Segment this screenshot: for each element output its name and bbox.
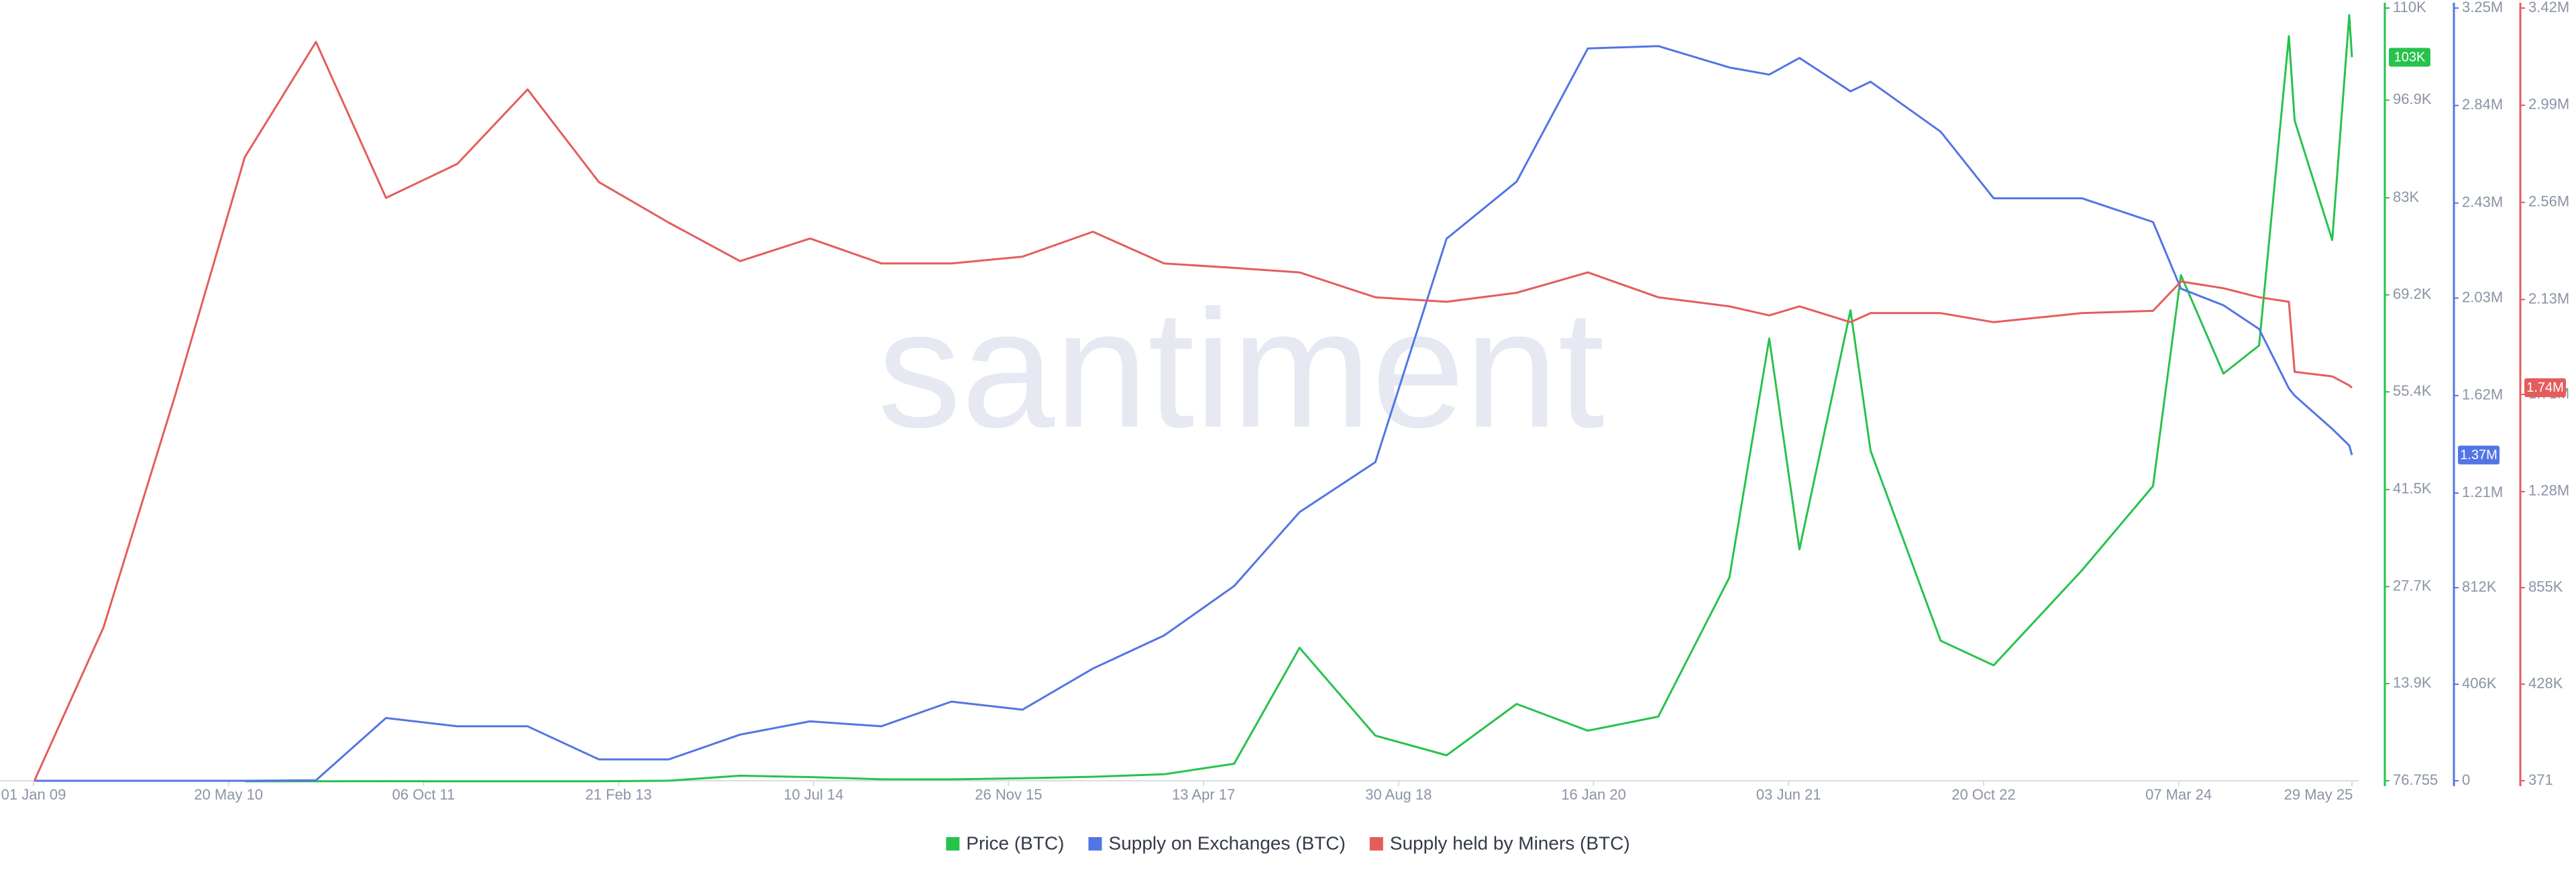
y-tick-label: 2.56M bbox=[2528, 193, 2569, 210]
y-tick-label: 2.13M bbox=[2528, 290, 2569, 307]
x-tick-label: 21 Feb 13 bbox=[586, 786, 652, 803]
x-tick-label: 16 Jan 20 bbox=[1561, 786, 1626, 803]
value-badge-label: 1.37M bbox=[2460, 448, 2498, 463]
series-line bbox=[34, 45, 2353, 782]
watermark: santiment bbox=[877, 275, 1605, 462]
legend-label: Supply on Exchanges (BTC) bbox=[1109, 832, 1346, 853]
value-badge-label: 103K bbox=[2394, 50, 2426, 65]
y-tick-label: 3.25M bbox=[2462, 0, 2503, 15]
legend: Price (BTC) Supply on Exchanges (BTC) Supp… bbox=[946, 832, 1630, 853]
x-tick-label: 10 Jul 14 bbox=[784, 786, 843, 803]
y-tick-label: 428K bbox=[2528, 675, 2563, 692]
y-tick-label: 855K bbox=[2528, 578, 2563, 595]
legend-label: Price (BTC) bbox=[966, 832, 1064, 853]
y-tick-label: 2.99M bbox=[2528, 96, 2569, 113]
y-tick-label: 76.755 bbox=[2393, 771, 2438, 788]
value-badge bbox=[2389, 48, 2430, 67]
value-badge bbox=[2458, 445, 2500, 465]
legend-swatch bbox=[1088, 837, 1102, 851]
x-tick-label: 29 May 25 bbox=[2284, 786, 2353, 803]
x-tick-label: 07 Mar 24 bbox=[2145, 786, 2212, 803]
y-tick-label: 406K bbox=[2462, 675, 2497, 692]
y-tick-label: 1.21M bbox=[2462, 484, 2503, 500]
value-badge-label: 1.74M bbox=[2526, 380, 2564, 395]
y-tick-label: 110K bbox=[2393, 0, 2426, 15]
x-tick-label: 03 Jun 21 bbox=[1756, 786, 1821, 803]
y-tick-label: 83K bbox=[2393, 188, 2419, 205]
y-tick-label: 55.4K bbox=[2393, 382, 2432, 399]
x-tick-label: 20 Oct 22 bbox=[1951, 786, 2015, 803]
y-tick-label: 2.84M bbox=[2462, 96, 2503, 113]
x-tick-label: 06 Oct 11 bbox=[392, 786, 455, 803]
x-tick-label: 01 Jan 09 bbox=[1, 786, 66, 803]
y-tick-label: 1.62M bbox=[2462, 386, 2503, 403]
legend-swatch bbox=[1369, 837, 1383, 851]
y-tick-label: 2.43M bbox=[2462, 193, 2503, 210]
y-tick-label: 13.9K bbox=[2393, 674, 2432, 691]
series-line bbox=[244, 14, 2353, 783]
y-tick-label: 371 bbox=[2528, 771, 2553, 788]
y-tick-label: 3.42M bbox=[2528, 0, 2569, 15]
y-tick-label: 27.7K bbox=[2393, 577, 2432, 594]
y-tick-label: 0 bbox=[2462, 771, 2470, 788]
y-tick-label: 69.2K bbox=[2393, 285, 2432, 302]
y-tick-label: 2.03M bbox=[2462, 288, 2503, 305]
legend-label: Supply held by Miners (BTC) bbox=[1390, 832, 1630, 853]
y-tick-label: 41.5K bbox=[2393, 480, 2432, 497]
legend-swatch bbox=[946, 837, 960, 851]
y-tick-label: 96.9K bbox=[2393, 91, 2432, 107]
x-tick-label: 20 May 10 bbox=[194, 786, 263, 803]
x-tick-label: 13 Apr 17 bbox=[1172, 786, 1235, 803]
series-line bbox=[33, 41, 2353, 781]
y-tick-label: 812K bbox=[2462, 578, 2497, 595]
x-tick-label: 30 Aug 18 bbox=[1365, 786, 1432, 803]
value-badge bbox=[2524, 378, 2566, 397]
y-tick-label: 1.28M bbox=[2528, 482, 2569, 499]
x-tick-label: 26 Nov 15 bbox=[975, 786, 1042, 803]
